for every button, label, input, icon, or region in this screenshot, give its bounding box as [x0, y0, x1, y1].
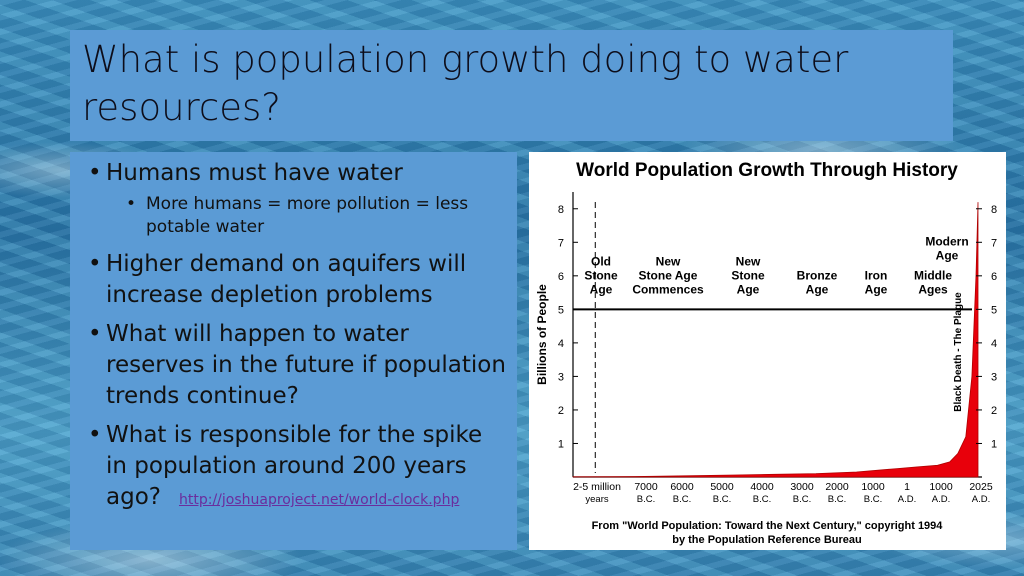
x-tick-label: 2-5 million	[573, 481, 621, 493]
y-tick-label-left: 7	[558, 237, 564, 249]
x-tick-label: 3000	[790, 481, 814, 493]
era-label: Age	[590, 282, 613, 296]
era-label: Middle	[914, 268, 952, 282]
era-label: Stone	[731, 268, 765, 282]
era-label: New	[736, 254, 761, 268]
x-tick-label: 1	[904, 481, 910, 493]
y-tick-label-left: 8	[558, 204, 564, 216]
x-tick-label: 6000	[670, 481, 694, 493]
era-label: Ages	[918, 282, 948, 296]
plague-annotation: Black Death - The Plague	[953, 292, 964, 412]
x-tick-sublabel: B.C.	[828, 494, 846, 505]
bullet-population-spike-text: What is responsible for the spike in pop…	[106, 422, 483, 510]
bullet-list: Humans must have water More humans = mor…	[70, 152, 517, 550]
x-tick-label: 7000	[634, 481, 658, 493]
y-tick-label-right: 3	[991, 371, 997, 383]
era-label: Age	[737, 282, 760, 296]
bullet-humans-need-water: Humans must have water	[80, 158, 507, 189]
era-label: Age	[806, 282, 829, 296]
era-label: Bronze	[797, 268, 838, 282]
y-tick-label-right: 1	[991, 438, 997, 450]
source-line-1: From "World Population: Toward the Next …	[592, 520, 944, 532]
x-tick-label: 1000	[861, 481, 885, 493]
slide-title: What is population growth doing to water…	[82, 38, 849, 129]
x-tick-sublabel: B.C.	[753, 494, 771, 505]
population-chart: World Population Growth Through History B…	[529, 152, 1006, 550]
era-label: Commences	[632, 282, 704, 296]
population-area	[572, 202, 979, 478]
chart-title: World Population Growth Through History	[576, 160, 958, 181]
x-tick-label: 5000	[710, 481, 734, 493]
y-tick-label-left: 6	[558, 271, 564, 283]
era-label: Modern	[925, 234, 968, 248]
x-tick-sublabel: B.C.	[673, 494, 691, 505]
y-tick-label-left: 1	[558, 438, 564, 450]
era-label: Old	[591, 254, 611, 268]
bullet-aquifer-demand: Higher demand on aquifers will increase …	[80, 249, 507, 311]
y-tick-label-left: 5	[558, 304, 564, 316]
y-tick-label-left: 3	[558, 371, 564, 383]
x-tick-sublabel: B.C.	[713, 494, 731, 505]
era-label: Stone	[584, 268, 618, 282]
y-tick-label-right: 6	[991, 271, 997, 283]
y-tick-label-right: 8	[991, 204, 997, 216]
bullet-population-spike: What is responsible for the spike in pop…	[80, 420, 507, 516]
era-label: Iron	[865, 268, 888, 282]
y-tick-label-left: 4	[558, 338, 564, 350]
y-tick-label-right: 7	[991, 237, 997, 249]
title-box: What is population growth doing to water…	[70, 30, 953, 141]
y-axis-label: Billions of People	[535, 284, 549, 385]
x-tick-sublabel: B.C.	[864, 494, 882, 505]
x-tick-label: 4000	[750, 481, 774, 493]
x-tick-label: 2025	[969, 481, 993, 493]
bullet-future-reserves: What will happen to water reserves in th…	[80, 319, 507, 412]
x-tick-sublabel: A.D.	[932, 494, 950, 505]
x-tick-label: 2000	[825, 481, 849, 493]
world-clock-link[interactable]: http://joshuaproject.net/world-clock.php	[178, 492, 460, 508]
y-tick-label-left: 2	[558, 405, 564, 417]
x-tick-sublabel: A.D.	[972, 494, 990, 505]
era-label: Stone Age	[639, 268, 698, 282]
era-label: New	[656, 254, 681, 268]
x-tick-label: 1000	[929, 481, 953, 493]
sub-bullet-pollution: More humans = more pollution = less pota…	[80, 193, 507, 239]
x-tick-sublabel: years	[585, 494, 608, 505]
y-tick-label-right: 2	[991, 405, 997, 417]
x-tick-sublabel: A.D.	[898, 494, 916, 505]
era-label: Age	[936, 248, 959, 262]
y-tick-label-right: 5	[991, 304, 997, 316]
population-chart-svg: World Population Growth Through History B…	[535, 160, 997, 546]
y-tick-label-right: 4	[991, 338, 997, 350]
source-line-2: by the Population Reference Bureau	[672, 534, 861, 546]
era-label: Age	[865, 282, 888, 296]
x-tick-sublabel: B.C.	[637, 494, 655, 505]
x-tick-sublabel: B.C.	[793, 494, 811, 505]
